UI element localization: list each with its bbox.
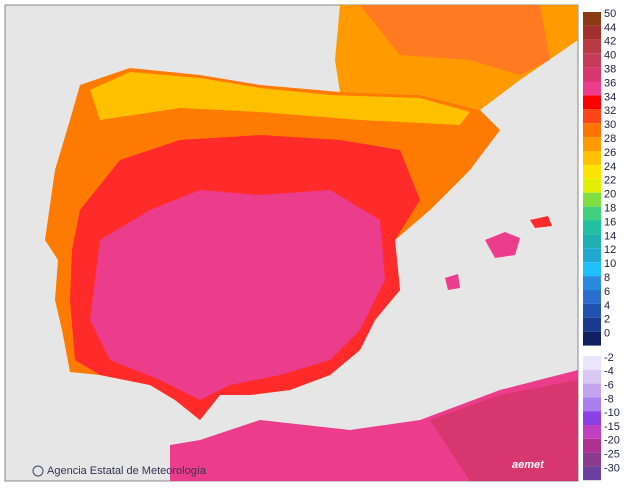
credit-icon (32, 465, 44, 477)
legend-swatch (583, 290, 601, 304)
legend-swatch (583, 397, 601, 412)
legend-swatch (583, 206, 601, 221)
legend-swatch (583, 317, 601, 332)
legend-label: 14 (604, 230, 616, 242)
legend-label: 0 (604, 328, 610, 340)
legend-swatch (583, 109, 601, 124)
legend-swatch (583, 12, 601, 26)
legend-swatch (583, 234, 601, 249)
menorca (530, 216, 552, 228)
legend-swatch (583, 220, 601, 235)
legend-label: -30 (604, 462, 620, 474)
legend-swatch (583, 192, 601, 207)
legend-label: 50 (604, 8, 616, 20)
legend-label: 24 (604, 161, 616, 173)
legend-label: -6 (604, 380, 614, 392)
legend-swatch (583, 466, 601, 481)
legend-label: 20 (604, 189, 616, 201)
legend-label: 40 (604, 50, 616, 62)
legend-label: 42 (604, 36, 616, 48)
legend-label: 2 (604, 314, 610, 326)
legend-swatch (583, 123, 601, 138)
legend-swatch (583, 248, 601, 263)
legend-swatch (583, 425, 601, 439)
legend-swatch (583, 411, 601, 425)
legend-swatch (583, 356, 601, 370)
legend-label: -25 (604, 449, 620, 461)
legend-swatch (583, 164, 601, 179)
legend-label: 44 (604, 22, 616, 34)
legend-swatch (583, 137, 601, 151)
legend-label: -8 (604, 393, 614, 405)
legend-label: 30 (604, 119, 616, 131)
france-south (360, 5, 550, 75)
legend-label: 4 (604, 300, 610, 312)
north-coast (90, 72, 470, 125)
legend-label: 6 (604, 286, 610, 298)
legend-swatch (583, 369, 601, 384)
legend-label: -15 (604, 421, 620, 433)
legend-swatch (583, 331, 601, 346)
africa-interior (430, 380, 578, 481)
legend-label: 38 (604, 64, 616, 76)
legend-label: 12 (604, 244, 616, 256)
legend-swatch (583, 452, 601, 467)
legend-swatch (583, 81, 601, 96)
legend-swatch (583, 262, 601, 277)
legend-label: 16 (604, 216, 616, 228)
legend-label: 36 (604, 77, 616, 89)
very-hot-zone (90, 190, 385, 400)
legend-swatch (583, 151, 601, 165)
legend-swatch (583, 383, 601, 398)
credit: Agencia Estatal de Meteorología (47, 465, 207, 477)
ibiza (445, 274, 460, 290)
legend-label: 28 (604, 133, 616, 145)
legend-label: 22 (604, 175, 616, 187)
legend-label: 10 (604, 258, 616, 270)
legend-label: -2 (604, 352, 614, 364)
legend-label: 18 (604, 203, 616, 215)
legend-swatch (583, 39, 601, 54)
legend-label: 32 (604, 105, 616, 117)
legend-label: 34 (604, 91, 616, 103)
mallorca (485, 232, 520, 258)
logo: aemet (512, 459, 545, 471)
legend-label: 26 (604, 147, 616, 159)
legend-label: -10 (604, 407, 620, 419)
legend-swatch (583, 95, 601, 110)
legend-label: 8 (604, 272, 610, 284)
legend-swatch (583, 25, 601, 40)
legend-swatch (583, 303, 601, 318)
legend-swatch (583, 53, 601, 68)
legend-swatch (583, 276, 601, 290)
legend-swatch (583, 67, 601, 82)
legend-swatch (583, 438, 601, 453)
legend-swatch (583, 178, 601, 193)
legend: 5044424038363432302826242220181614121086… (583, 8, 620, 481)
legend-label: -4 (604, 366, 614, 378)
legend-label: -20 (604, 435, 620, 447)
